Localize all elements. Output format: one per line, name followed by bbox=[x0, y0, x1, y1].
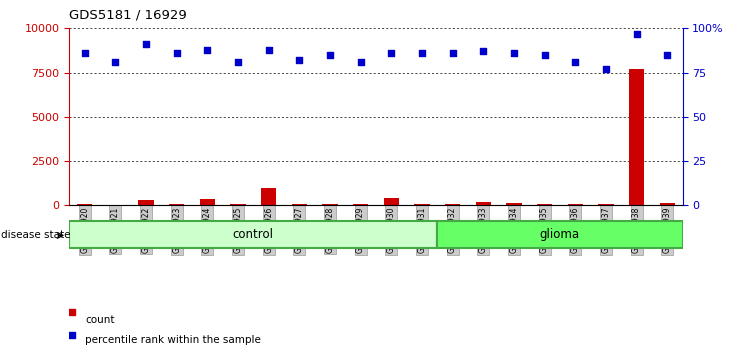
Point bbox=[110, 59, 121, 65]
Bar bbox=[138, 200, 153, 205]
Point bbox=[201, 47, 213, 52]
Point bbox=[447, 50, 458, 56]
Bar bbox=[567, 204, 583, 205]
Bar bbox=[445, 204, 460, 205]
FancyBboxPatch shape bbox=[69, 221, 437, 248]
Point bbox=[661, 52, 673, 58]
Point bbox=[66, 309, 77, 314]
Bar bbox=[353, 204, 368, 205]
Bar bbox=[322, 204, 337, 205]
Bar bbox=[659, 203, 675, 205]
Bar bbox=[629, 69, 644, 205]
Point bbox=[508, 50, 520, 56]
Text: percentile rank within the sample: percentile rank within the sample bbox=[85, 335, 261, 345]
Point bbox=[477, 48, 489, 54]
Bar bbox=[414, 204, 429, 205]
Point bbox=[355, 59, 366, 65]
Point bbox=[385, 50, 397, 56]
Bar bbox=[230, 204, 245, 205]
Bar bbox=[537, 204, 552, 205]
Point bbox=[79, 50, 91, 56]
Bar bbox=[261, 188, 276, 205]
Point bbox=[631, 31, 642, 36]
Point bbox=[140, 41, 152, 47]
Point bbox=[416, 50, 428, 56]
Text: GDS5181 / 16929: GDS5181 / 16929 bbox=[69, 9, 187, 22]
Text: control: control bbox=[233, 228, 274, 241]
Bar bbox=[291, 204, 307, 205]
Point bbox=[569, 59, 581, 65]
Point bbox=[539, 52, 550, 58]
Bar bbox=[169, 204, 184, 205]
Text: count: count bbox=[85, 315, 115, 325]
Bar bbox=[199, 199, 215, 205]
Bar bbox=[475, 202, 491, 205]
Point bbox=[263, 47, 274, 52]
Point bbox=[600, 66, 612, 72]
Bar bbox=[506, 203, 521, 205]
Point bbox=[324, 52, 336, 58]
Point bbox=[66, 332, 77, 338]
Point bbox=[293, 57, 305, 63]
Text: glioma: glioma bbox=[540, 228, 580, 241]
FancyBboxPatch shape bbox=[437, 221, 683, 248]
Point bbox=[232, 59, 244, 65]
Bar bbox=[598, 204, 613, 205]
Bar bbox=[384, 198, 399, 205]
Text: disease state: disease state bbox=[1, 230, 71, 240]
Point bbox=[171, 50, 182, 56]
